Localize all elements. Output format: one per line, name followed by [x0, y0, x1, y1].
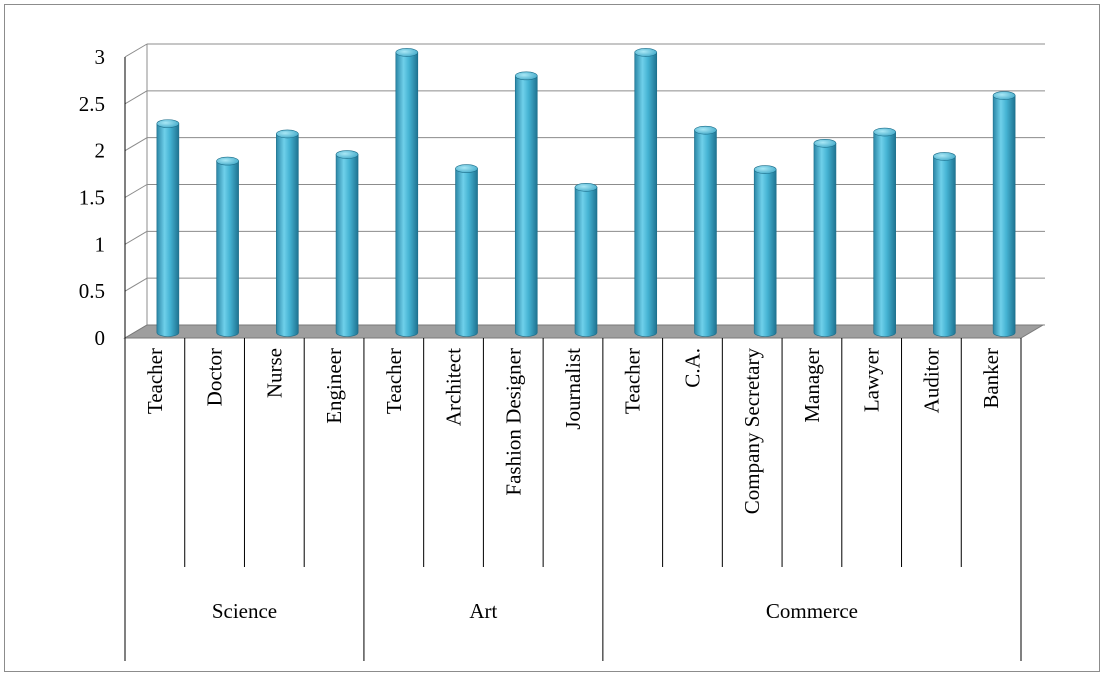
bar — [634, 48, 658, 337]
x-tick-label: Engineer — [322, 348, 346, 424]
bar-body — [873, 131, 896, 337]
bar-cap — [753, 165, 777, 174]
bar-cap — [873, 127, 896, 137]
bars — [156, 48, 1016, 337]
group-label: Science — [212, 599, 277, 623]
x-tick-label: Manager — [800, 348, 824, 423]
x-tick-label: Nurse — [262, 348, 286, 398]
y-tick-label: 1 — [95, 232, 106, 256]
bar-cap — [992, 91, 1016, 100]
x-tick-label: Banker — [979, 348, 1003, 409]
x-tick-label: Architect — [442, 348, 466, 426]
bar-body — [753, 169, 777, 337]
bar-cap — [216, 156, 239, 166]
bar-cap — [276, 129, 299, 139]
x-tick-label: Doctor — [203, 348, 227, 406]
bar-cap — [634, 48, 658, 57]
axes — [124, 57, 1022, 661]
chart-container: 0 0.5 1 1.5 2 2.5 3 Teacher Doctor Nurse Engineer T… — [4, 4, 1100, 672]
bar-body — [634, 52, 658, 337]
gridline-depth — [124, 230, 148, 245]
bar — [216, 156, 239, 337]
y-tick-label: 2 — [95, 139, 106, 163]
bar — [395, 48, 419, 337]
bar-body — [395, 52, 419, 337]
bar-cap — [395, 48, 419, 57]
group-label: Commerce — [766, 599, 858, 623]
bar-cap — [455, 164, 478, 173]
bar-body — [574, 187, 598, 337]
bar — [873, 127, 896, 337]
bar — [335, 150, 359, 337]
bar-body — [514, 75, 538, 337]
bar-cap — [694, 125, 717, 135]
y-tick-label: 0.5 — [79, 279, 105, 303]
x-tick-label: Company Secretary — [740, 348, 764, 515]
bar-cap — [933, 152, 956, 161]
x-tick-label: Teacher — [143, 348, 167, 414]
bar-body — [276, 133, 299, 337]
y-tick-label: 2.5 — [79, 92, 105, 116]
bar-body — [992, 95, 1016, 337]
bar — [574, 183, 598, 337]
bar-cap — [813, 138, 837, 148]
gridline-depth — [124, 277, 148, 292]
gridline-depth — [124, 137, 148, 152]
bar — [455, 164, 478, 337]
bar-body — [813, 142, 837, 337]
bar-body — [933, 156, 956, 337]
bar-body — [216, 160, 239, 337]
bar — [933, 152, 956, 337]
bar-cap — [514, 71, 538, 81]
gridline-depth — [124, 43, 148, 58]
bar-body — [455, 168, 478, 337]
bar — [694, 125, 717, 337]
x-tick-label: Fashion Designer — [501, 348, 525, 496]
bar-body — [335, 154, 359, 337]
x-tick-label: C.A. — [680, 348, 704, 388]
bar — [156, 119, 180, 337]
y-tick-label: 0 — [95, 326, 106, 350]
x-tick-label: Lawyer — [860, 348, 884, 412]
gridline-depth — [124, 184, 148, 198]
axis-labels: 0 0.5 1 1.5 2 2.5 3 Teacher Doctor Nurse Engineer T… — [79, 45, 1003, 623]
x-tick-label: Teacher — [621, 348, 645, 414]
bar-body — [156, 123, 180, 337]
bar — [813, 138, 837, 337]
bar-cap — [574, 183, 598, 192]
bar — [276, 129, 299, 337]
bar — [514, 71, 538, 337]
gridline-depth — [124, 90, 148, 105]
y-tick-label: 1.5 — [79, 186, 105, 210]
x-tick-label: Teacher — [382, 348, 406, 414]
x-tick-label: Auditor — [919, 348, 943, 413]
x-tick-label: Journalist — [561, 348, 585, 430]
bar-cap — [156, 119, 180, 128]
bar-cap — [335, 150, 359, 159]
group-label: Art — [469, 599, 497, 623]
y-tick-label: 3 — [95, 45, 106, 69]
bar-chart: 0 0.5 1 1.5 2 2.5 3 Teacher Doctor Nurse Engineer T… — [79, 43, 1045, 661]
bar-body — [694, 129, 717, 337]
bar — [992, 91, 1016, 337]
bar — [753, 165, 777, 337]
